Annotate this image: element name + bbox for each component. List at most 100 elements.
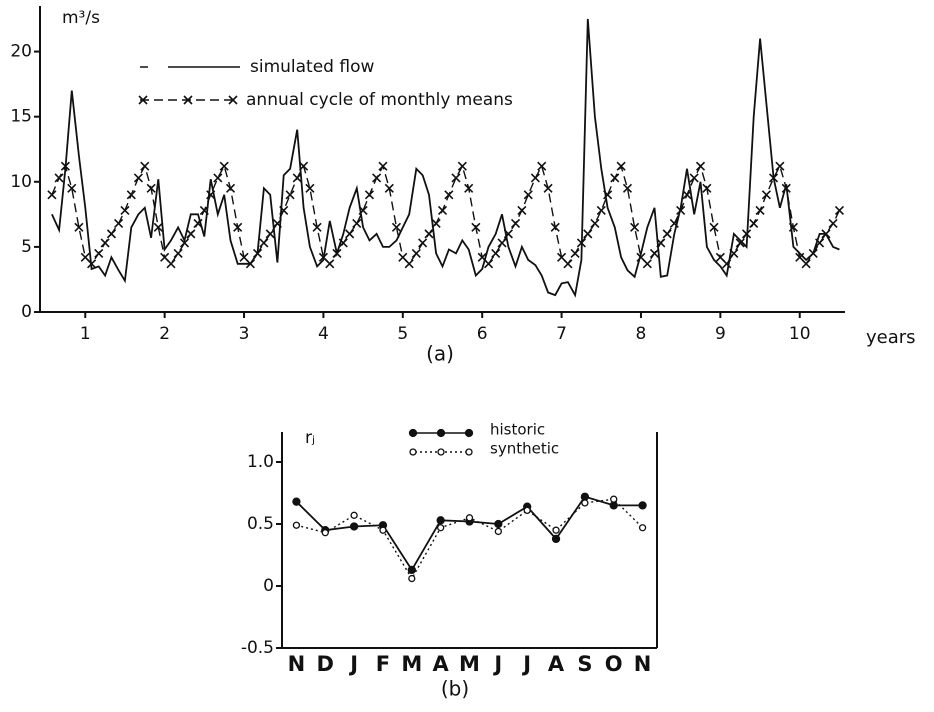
point-marker [364,190,375,200]
point-marker [312,222,322,232]
point-marker [530,173,540,183]
point-marker [233,222,243,232]
x-tick-label: 7 [556,324,567,344]
series-line [295,495,643,572]
point-marker [437,205,448,215]
point-marker [213,173,223,183]
point-marker [67,183,77,193]
point-marker [523,190,533,200]
x-tick-label: 3 [239,324,250,344]
y-tick-label: 10 [10,172,32,192]
y-tick-label: 0 [21,302,32,322]
point-marker [464,183,474,193]
x-tick-label: N [288,652,306,676]
point-marker [404,259,414,269]
x-tick-label: N [634,652,652,676]
point-marker [465,514,474,522]
point-marker [418,238,428,248]
point-marker [206,190,216,200]
x-tick-label: 1 [80,324,91,344]
point-marker [576,238,586,248]
x-tick-label: D [317,652,334,676]
point-marker [285,190,295,200]
y-tick-label: 20 [10,42,32,62]
legend-label: annual cycle of monthly means [246,90,513,110]
point-marker [252,248,263,258]
legend-marker [409,448,417,456]
x-tick-label: J [348,652,358,676]
legend-marker [464,428,474,438]
point-marker [722,259,732,269]
point-marker [265,229,275,239]
point-marker [146,183,156,193]
point-marker [503,229,513,239]
y-tick-label: 1.0 [247,452,274,472]
point-marker [695,161,706,171]
point-marker [444,190,454,200]
point-marker [437,524,445,532]
point-marker [299,161,309,171]
point-marker [457,161,467,171]
point-marker [682,190,692,200]
point-marker [471,222,481,232]
point-marker [497,238,507,248]
point-marker [768,173,779,183]
point-marker [349,522,359,531]
point-marker [345,229,355,239]
point-marker [491,248,501,258]
point-marker [100,238,110,248]
legend-label: historic [490,421,545,439]
x-tick-label: 10 [789,324,811,344]
point-marker [408,574,416,583]
point-marker [140,161,150,171]
point-marker [411,248,421,258]
point-marker [676,205,686,215]
point-marker [120,205,130,215]
caption: (b) [441,677,469,701]
point-marker [729,248,739,258]
y-axis-label: rⱼ [305,428,315,448]
point-marker [431,218,441,229]
point-marker [761,190,771,200]
point-marker [133,173,144,183]
point-marker [630,222,640,232]
point-marker [372,173,382,183]
x-tick-label: 6 [477,324,488,344]
point-marker [424,229,434,239]
x-tick-label: 9 [715,324,726,344]
point-marker [292,497,301,506]
point-marker [225,183,236,193]
legend-marker [183,95,193,105]
point-marker [436,516,445,525]
point-marker [551,534,561,544]
point-marker [603,190,613,200]
point-marker [379,526,387,534]
legend-marker [228,95,238,105]
point-marker [483,259,494,269]
x-tick-label: 2 [159,324,170,344]
x-tick-label: 5 [397,324,408,344]
point-marker [781,183,791,193]
point-marker [749,218,759,229]
point-marker [590,218,600,229]
y-tick-label: -0.5 [241,638,274,658]
point-marker [193,218,203,229]
point-marker [788,222,798,232]
point-marker [114,218,124,229]
point-marker [583,229,593,239]
point-marker [153,222,163,232]
point-marker [622,183,633,193]
point-marker [610,173,620,183]
x-tick-label: J [492,652,502,676]
point-marker [755,205,765,215]
point-marker [199,205,209,215]
point-marker [338,238,348,248]
point-marker [638,524,647,532]
point-marker [537,161,547,171]
point-marker [662,229,672,239]
x-tick-label: F [376,652,390,676]
point-marker [87,259,97,269]
legend-marker [138,95,148,105]
point-marker [60,161,70,171]
